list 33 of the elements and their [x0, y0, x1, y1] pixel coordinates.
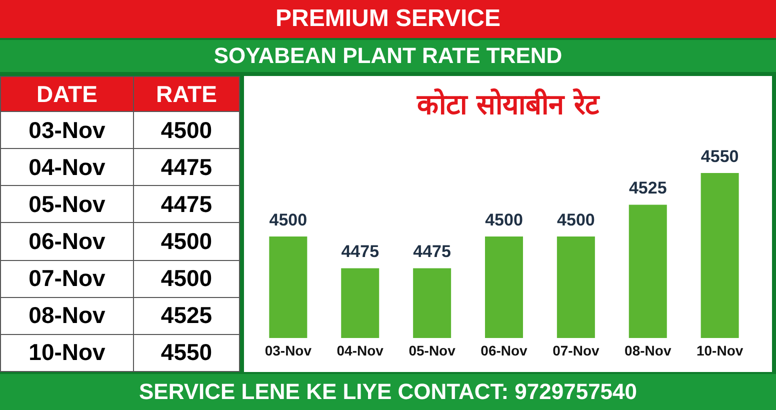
text: SERVICE LENE KE LIYE CONTACT: 9729757540 — [0, 374, 776, 410]
x-tick-label: 04-Nov — [336, 342, 384, 358]
x-tick-label: 05-Nov — [408, 342, 456, 358]
data-label: 4525 — [628, 178, 667, 198]
text: कोटा सोयाबीन रेट — [416, 87, 601, 122]
x-tick-label: 07-Nov — [552, 342, 600, 358]
data-label: 4500 — [557, 210, 595, 230]
text: 4500 — [134, 260, 240, 298]
text: 4475 — [134, 148, 240, 186]
category-label: 06-Nov — [28, 228, 106, 254]
data-label: 4475 — [341, 242, 380, 262]
category-label: 08-Nov — [28, 302, 106, 328]
x-tick-label: 10-Nov — [696, 342, 744, 358]
category-label: 04-Nov — [28, 154, 106, 180]
chart-subtitle: SOYABEAN PLANT RATE TREND — [0, 40, 776, 72]
text: RATE — [134, 76, 240, 112]
category-label: 03-Nov — [28, 116, 106, 143]
category-label: 07-Nov — [28, 265, 106, 292]
data-label: 4550 — [700, 147, 739, 166]
data-label: 4500 — [269, 210, 308, 230]
category-label: 05-Nov — [28, 190, 106, 217]
data-label: 4500 — [485, 210, 523, 230]
text: 4550 — [134, 334, 240, 372]
x-tick-label: 03-Nov — [264, 342, 312, 358]
text: 4525 — [134, 297, 240, 334]
text: 4500 — [134, 112, 240, 149]
data-label: 4475 — [413, 242, 451, 262]
x-tick-label: 08-Nov — [624, 342, 672, 358]
text: 4475 — [134, 186, 240, 223]
text: DATE — [0, 76, 134, 112]
chart-title: PREMIUM SERVICE — [0, 0, 776, 38]
text: 4500 — [134, 222, 240, 260]
x-tick-label: 06-Nov — [480, 342, 528, 358]
